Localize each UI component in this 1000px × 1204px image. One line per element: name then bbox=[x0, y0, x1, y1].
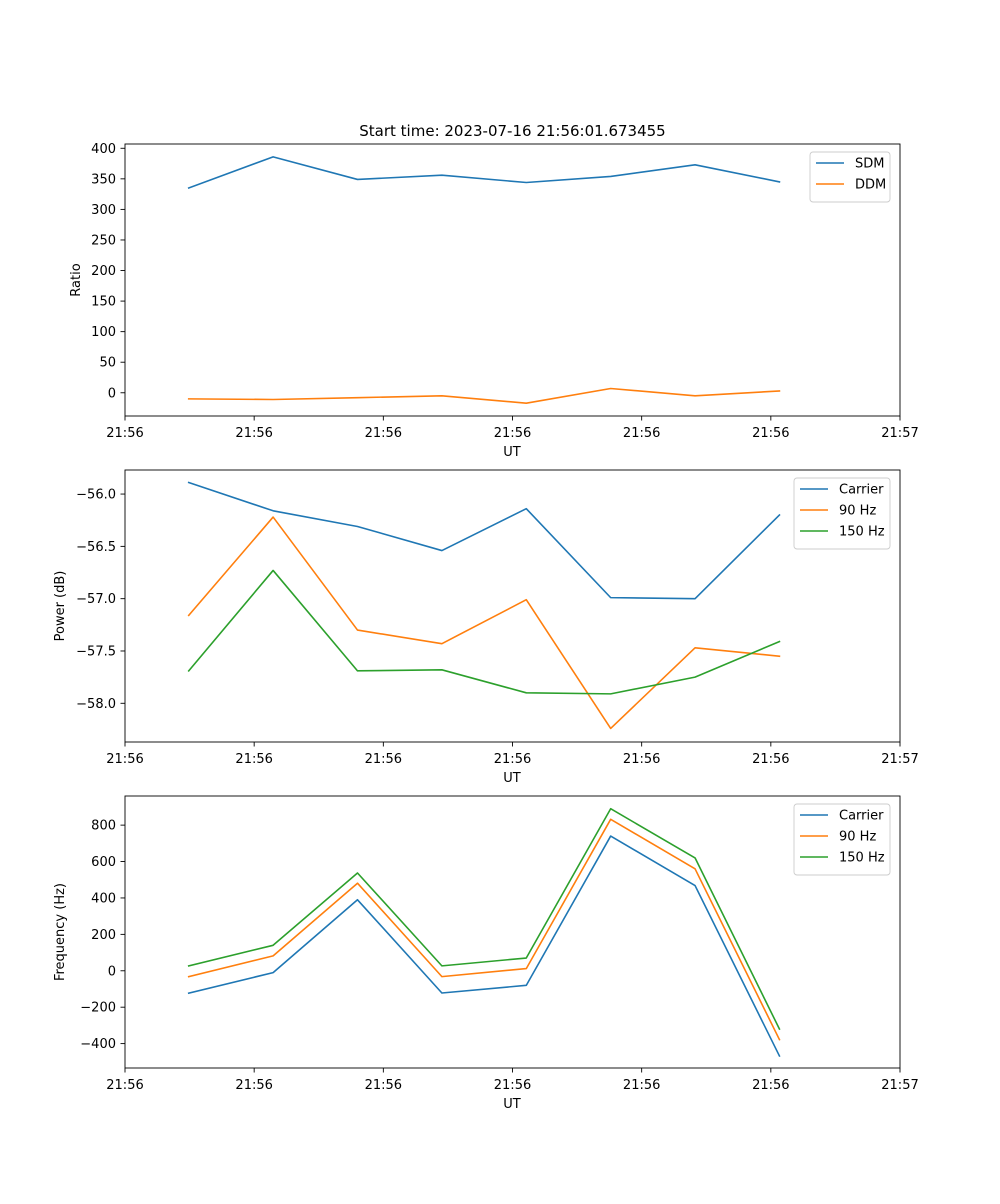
y-tick-label-ratio-6: 300 bbox=[91, 203, 116, 218]
x-tick-label-ratio-0: 21:56 bbox=[106, 426, 143, 441]
x-tick-label-ratio-4: 21:56 bbox=[623, 426, 660, 441]
series-line-power-2 bbox=[187, 569, 781, 695]
x-tick-label-power-6: 21:57 bbox=[881, 752, 918, 767]
series-line-ratio-0 bbox=[187, 156, 781, 190]
x-tick-label-power-4: 21:56 bbox=[623, 752, 660, 767]
series-line-power-1 bbox=[187, 516, 781, 730]
plot-frame-ratio bbox=[124, 143, 901, 417]
legend-ratio: SDM DDM bbox=[809, 151, 891, 203]
y-axis-label-ratio: Ratio bbox=[69, 263, 84, 296]
legend-label-power-0: Carrier bbox=[839, 483, 884, 498]
legend-label-ratio-0: SDM bbox=[855, 157, 884, 172]
y-tick-label-ratio-4: 200 bbox=[91, 264, 116, 279]
legend-label-ratio-1: DDM bbox=[855, 178, 886, 193]
y-tick-label-frequency-2: 400 bbox=[91, 891, 116, 906]
y-tick-label-power-0: −56.0 bbox=[76, 488, 116, 503]
y-tick-label-power-1: −56.5 bbox=[76, 540, 116, 555]
series-line-frequency-1 bbox=[187, 818, 781, 1041]
legend-label-power-2: 150 Hz bbox=[839, 525, 885, 540]
y-axis-label-power: Power (dB) bbox=[53, 571, 68, 642]
plot-frame-frequency bbox=[124, 795, 901, 1069]
x-tick-label-ratio-5: 21:56 bbox=[752, 426, 789, 441]
y-tick-label-ratio-7: 350 bbox=[91, 172, 116, 187]
x-tick-label-power-0: 21:56 bbox=[106, 752, 143, 767]
y-tick-label-frequency-1: 600 bbox=[91, 855, 116, 870]
legend-label-frequency-1: 90 Hz bbox=[839, 830, 876, 845]
y-tick-label-power-2: −57.0 bbox=[76, 592, 116, 607]
chart-panel-ratio: 21:56 21:56 21:56 21:56 21:56 21:56 21:57 0 50 10… bbox=[69, 142, 919, 460]
chart-panel-power: 21:56 21:56 21:56 21:56 21:56 21:56 21:57 −56.0… bbox=[53, 469, 919, 786]
x-axis-label-ratio: UT bbox=[503, 445, 521, 460]
x-axis-label-frequency: UT bbox=[503, 1097, 521, 1112]
legend-box-ratio bbox=[809, 151, 891, 203]
x-tick-label-power-1: 21:56 bbox=[235, 752, 272, 767]
series-line-frequency-0 bbox=[187, 835, 781, 1058]
y-axis-label-frequency: Frequency (Hz) bbox=[53, 883, 68, 981]
x-tick-label-ratio-6: 21:57 bbox=[881, 426, 918, 441]
y-tick-label-ratio-1: 50 bbox=[99, 356, 116, 371]
x-tick-label-frequency-2: 21:56 bbox=[365, 1078, 402, 1093]
legend-label-frequency-0: Carrier bbox=[839, 809, 884, 824]
y-tick-label-ratio-2: 100 bbox=[91, 325, 116, 340]
x-tick-label-ratio-3: 21:56 bbox=[494, 426, 531, 441]
x-tick-label-power-2: 21:56 bbox=[365, 752, 402, 767]
chart-panel-frequency: 21:56 21:56 21:56 21:56 21:56 21:56 21:57 800 60… bbox=[53, 795, 919, 1112]
legend-label-frequency-2: 150 Hz bbox=[839, 851, 885, 866]
x-tick-label-ratio-1: 21:56 bbox=[235, 426, 272, 441]
series-line-frequency-2 bbox=[187, 807, 781, 1031]
y-tick-label-frequency-4: 0 bbox=[108, 964, 116, 979]
x-tick-label-frequency-0: 21:56 bbox=[106, 1078, 143, 1093]
y-tick-label-frequency-6: −400 bbox=[80, 1037, 116, 1052]
y-tick-label-ratio-5: 250 bbox=[91, 233, 116, 248]
y-tick-label-frequency-5: −200 bbox=[80, 1001, 116, 1016]
y-tick-label-ratio-3: 150 bbox=[91, 295, 116, 310]
x-tick-label-frequency-3: 21:56 bbox=[494, 1078, 531, 1093]
y-tick-label-frequency-0: 800 bbox=[91, 819, 116, 834]
x-tick-label-frequency-5: 21:56 bbox=[752, 1078, 789, 1093]
y-tick-label-frequency-3: 200 bbox=[91, 928, 116, 943]
x-tick-label-frequency-4: 21:56 bbox=[623, 1078, 660, 1093]
legend-frequency: Carrier 90 Hz 150 Hz bbox=[793, 803, 891, 876]
y-tick-label-ratio-0: 0 bbox=[108, 386, 116, 401]
y-tick-label-power-4: −58.0 bbox=[76, 697, 116, 712]
series-line-power-0 bbox=[187, 481, 781, 600]
x-tick-label-frequency-1: 21:56 bbox=[235, 1078, 272, 1093]
x-tick-label-power-5: 21:56 bbox=[752, 752, 789, 767]
x-tick-label-frequency-6: 21:57 bbox=[881, 1078, 918, 1093]
x-axis-label-power: UT bbox=[503, 771, 521, 786]
figure-title: Start time: 2023-07-16 21:56:01.673455 bbox=[359, 122, 665, 140]
series-line-ratio-1 bbox=[187, 387, 781, 404]
y-tick-label-power-3: −57.5 bbox=[76, 644, 116, 659]
legend-label-power-1: 90 Hz bbox=[839, 504, 876, 519]
legend-power: Carrier 90 Hz 150 Hz bbox=[793, 477, 891, 550]
x-tick-label-ratio-2: 21:56 bbox=[365, 426, 402, 441]
y-tick-label-ratio-8: 400 bbox=[91, 142, 116, 157]
x-tick-label-power-3: 21:56 bbox=[494, 752, 531, 767]
